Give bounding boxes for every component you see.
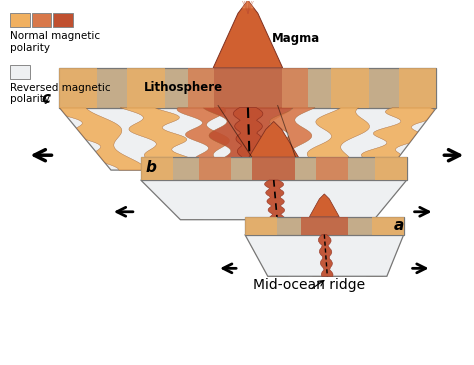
Polygon shape	[203, 108, 293, 170]
Polygon shape	[245, 217, 277, 235]
Polygon shape	[264, 180, 285, 220]
Polygon shape	[141, 157, 173, 180]
Polygon shape	[253, 157, 295, 180]
Polygon shape	[245, 217, 404, 235]
Bar	[10, 65, 29, 79]
Polygon shape	[59, 68, 437, 108]
Bar	[54, 13, 73, 27]
Polygon shape	[198, 180, 248, 220]
Polygon shape	[375, 157, 407, 180]
Polygon shape	[316, 157, 348, 180]
Polygon shape	[307, 108, 370, 170]
Text: Reversed magnetic
polarity: Reversed magnetic polarity	[10, 83, 110, 104]
Text: a: a	[394, 218, 404, 233]
Polygon shape	[59, 108, 437, 170]
Polygon shape	[301, 217, 348, 235]
Text: Magma: Magma	[272, 32, 319, 45]
Text: c: c	[42, 91, 51, 105]
Polygon shape	[360, 235, 401, 276]
Polygon shape	[295, 235, 354, 276]
Polygon shape	[213, 0, 283, 68]
Polygon shape	[399, 68, 437, 108]
Polygon shape	[331, 68, 369, 108]
Bar	[10, 13, 29, 27]
Polygon shape	[310, 194, 339, 217]
Polygon shape	[361, 108, 434, 170]
Polygon shape	[346, 180, 402, 220]
Polygon shape	[214, 68, 282, 108]
Polygon shape	[302, 180, 353, 220]
Polygon shape	[141, 157, 407, 180]
Polygon shape	[142, 180, 207, 220]
Text: b: b	[146, 160, 156, 175]
Polygon shape	[141, 180, 407, 220]
Polygon shape	[60, 108, 147, 170]
Text: Normal magnetic
polarity: Normal magnetic polarity	[10, 31, 100, 53]
Polygon shape	[188, 68, 214, 108]
Polygon shape	[268, 108, 315, 170]
Text: Lithosphere: Lithosphere	[144, 81, 223, 94]
Polygon shape	[245, 235, 404, 276]
Polygon shape	[372, 217, 404, 235]
Polygon shape	[199, 157, 231, 180]
Polygon shape	[282, 68, 308, 108]
Polygon shape	[127, 68, 165, 108]
Polygon shape	[245, 180, 303, 220]
Polygon shape	[233, 108, 263, 170]
Polygon shape	[249, 122, 299, 157]
Bar	[32, 13, 51, 27]
Text: Mid-ocean ridge: Mid-ocean ridge	[254, 278, 365, 292]
Polygon shape	[247, 235, 293, 276]
Polygon shape	[242, 0, 254, 8]
Polygon shape	[319, 235, 333, 276]
Polygon shape	[177, 108, 233, 170]
Polygon shape	[120, 108, 194, 170]
Polygon shape	[59, 68, 97, 108]
